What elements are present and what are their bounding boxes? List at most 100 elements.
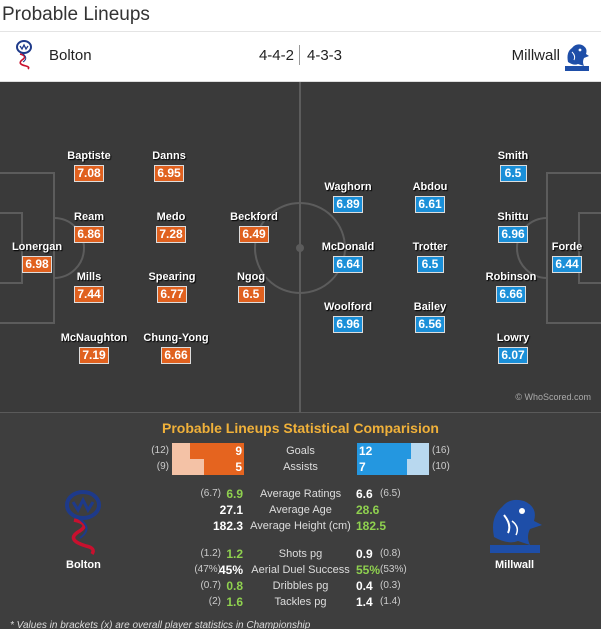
player-rating: 6.5 <box>237 286 265 303</box>
player-rating: 6.96 <box>333 316 363 333</box>
player-away-abdou[interactable]: Abdou 6.61 <box>380 181 480 213</box>
player-home-medo[interactable]: Medo 7.28 <box>121 211 221 243</box>
home-stat-value: 45% <box>218 563 243 577</box>
player-away-forde[interactable]: Forde 6.44 <box>517 241 601 273</box>
away-stat-value: 182.5 <box>356 519 387 533</box>
player-rating: 6.89 <box>333 196 363 213</box>
away-bar-value: 7 <box>359 460 366 474</box>
home-bar-value: 5 <box>235 460 242 474</box>
title-bar: Probable Lineups <box>0 0 601 32</box>
away-bar-fill <box>357 459 408 475</box>
stat-label: Aerial Duel Success <box>251 564 350 576</box>
player-name: Beckford <box>230 211 278 223</box>
stat-row-average-age: 27.1 Average Age 28.6 <box>0 503 601 518</box>
player-rating: 6.77 <box>157 286 187 303</box>
team-bar: Bolton 4-4-2 4-3-3 Millwall <box>0 32 601 82</box>
player-away-robinson[interactable]: Robinson 6.66 <box>461 271 561 303</box>
player-name: Shittu <box>497 211 529 223</box>
away-team-name[interactable]: Millwall <box>511 47 560 64</box>
player-name: Lonergan <box>11 241 63 253</box>
home-bar-track: 5 <box>172 459 244 475</box>
home-bracket-value: (47%) <box>194 564 221 575</box>
player-rating: 6.5 <box>499 165 527 182</box>
away-bar-value: 12 <box>359 444 373 458</box>
stat-label: Shots pg <box>278 548 323 560</box>
player-name: McDonald <box>321 241 375 253</box>
stat-label: Average Height (cm) <box>250 520 351 532</box>
player-name: Medo <box>156 211 186 223</box>
away-stat-value: 0.4 <box>356 579 373 593</box>
player-name: Ngog <box>236 271 266 283</box>
away-stat-value: 0.9 <box>356 547 373 561</box>
player-away-bailey[interactable]: Bailey 6.56 <box>380 301 480 333</box>
home-stat-value: 1.6 <box>226 595 243 609</box>
player-rating: 6.86 <box>74 226 104 243</box>
stat-label: Dribbles pg <box>272 580 329 592</box>
page-title: Probable Lineups <box>2 4 150 25</box>
player-home-mills[interactable]: Mills 7.44 <box>39 271 139 303</box>
player-name: Waghorn <box>324 181 372 193</box>
player-home-ream[interactable]: Ream 6.86 <box>39 211 139 243</box>
player-home-lonergan[interactable]: Lonergan 6.98 <box>0 241 87 273</box>
player-home-spearing[interactable]: Spearing 6.77 <box>122 271 222 303</box>
away-team-label: Millwall <box>495 559 535 571</box>
player-name: Spearing <box>148 271 196 283</box>
away-bracket-value: (53%) <box>380 564 407 575</box>
player-name: Robinson <box>485 271 537 283</box>
player-rating: 6.56 <box>415 316 445 333</box>
home-stat-value: 1.2 <box>226 547 243 561</box>
pitch: Lonergan 6.98 Baptiste 7.08 Ream 6.86 Mi… <box>0 82 601 412</box>
player-name: Danns <box>152 150 186 162</box>
whoscored-credit[interactable]: © WhoScored.com <box>515 392 591 402</box>
away-stat-value: 28.6 <box>356 503 380 517</box>
stat-label: Average Ratings <box>259 488 342 500</box>
player-rating: 7.08 <box>74 165 104 182</box>
player-home-mcnaughton[interactable]: McNaughton 7.19 <box>44 332 144 364</box>
stat-row-aerial-duel-success: (47%) 45% Aerial Duel Success 55% (53%) <box>0 563 601 578</box>
stat-label: Tackles pg <box>274 596 327 608</box>
away-bracket-value: (1.4) <box>380 596 401 607</box>
formation-divider <box>299 45 300 65</box>
player-away-trotter[interactable]: Trotter 6.5 <box>380 241 480 273</box>
home-formation: 4-4-2 <box>258 47 294 64</box>
player-away-smith[interactable]: Smith 6.5 <box>463 150 563 182</box>
stat-bar-assists: (9) 5 Assists 7 (10) <box>0 459 601 475</box>
player-rating: 6.49 <box>239 226 269 243</box>
millwall-crest-icon[interactable] <box>562 40 592 72</box>
stat-bar-goals: (12) 9 Goals 12 (16) <box>0 443 601 459</box>
player-home-ngog[interactable]: Ngog 6.5 <box>201 271 301 303</box>
player-home-chung-yong[interactable]: Chung-Yong 6.66 <box>126 332 226 364</box>
stat-row-average-ratings: (6.7) 6.9 Average Ratings 6.6 (6.5) <box>0 487 601 502</box>
player-away-lowry[interactable]: Lowry 6.07 <box>463 332 563 364</box>
player-away-mcdonald[interactable]: McDonald 6.64 <box>298 241 398 273</box>
away-bracket-value: (6.5) <box>380 488 401 499</box>
player-name: Abdou <box>412 181 448 193</box>
player-away-waghorn[interactable]: Waghorn 6.89 <box>298 181 398 213</box>
player-name: Chung-Yong <box>143 332 209 344</box>
player-away-woolford[interactable]: Woolford 6.96 <box>298 301 398 333</box>
home-stat-value: 27.1 <box>219 503 243 517</box>
stat-label: Goals <box>286 445 315 457</box>
home-bar-track: 9 <box>172 443 244 459</box>
player-home-beckford[interactable]: Beckford 6.49 <box>204 211 304 243</box>
player-home-danns[interactable]: Danns 6.95 <box>119 150 219 182</box>
home-bracket-value: (1.2) <box>200 548 221 559</box>
home-bracket-value: (9) <box>156 461 169 472</box>
player-rating: 6.44 <box>552 256 582 273</box>
player-home-baptiste[interactable]: Baptiste 7.08 <box>39 150 139 182</box>
home-team-name[interactable]: Bolton <box>49 47 92 64</box>
millwall-crest-icon <box>490 499 542 553</box>
away-stat-value: 55% <box>356 563 381 577</box>
home-bar-fill <box>190 443 244 459</box>
player-name: Woolford <box>323 301 373 313</box>
away-formation: 4-3-3 <box>307 47 343 64</box>
stat-row-dribbles-pg: (0.7) 0.8 Dribbles pg 0.4 (0.3) <box>0 579 601 594</box>
player-name: Baptiste <box>67 150 111 162</box>
home-stat-value: 0.8 <box>226 579 243 593</box>
home-team-label: Bolton <box>66 559 101 571</box>
player-rating: 6.98 <box>22 256 52 273</box>
player-away-shittu[interactable]: Shittu 6.96 <box>463 211 563 243</box>
player-name: McNaughton <box>60 332 128 344</box>
stat-row-average-height: 182.3 Average Height (cm) 182.5 <box>0 519 601 534</box>
bolton-crest-icon[interactable] <box>14 40 34 70</box>
